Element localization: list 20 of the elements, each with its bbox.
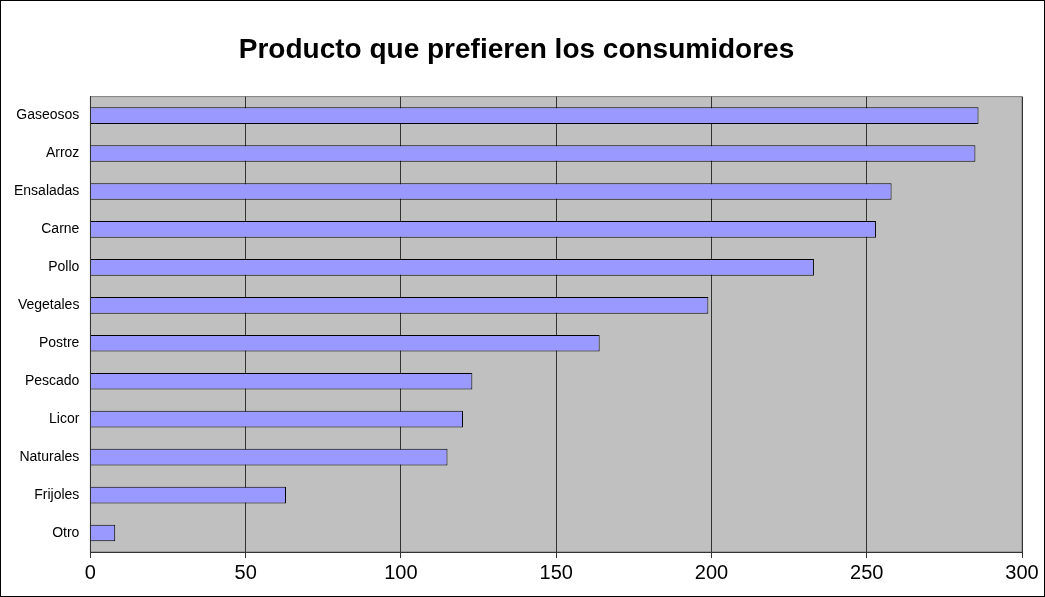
y-tick-label: Gaseosos — [16, 106, 80, 123]
x-tick-label: 150 — [539, 560, 573, 583]
y-tick-label: Otro — [52, 523, 80, 540]
y-tick-label: Naturales — [19, 447, 80, 464]
x-tick-label: 100 — [384, 560, 418, 583]
x-tick-label: 0 — [84, 560, 96, 583]
y-tick-label: Frijoles — [34, 485, 80, 502]
y-tick-label: Arroz — [45, 144, 80, 161]
y-tick-label: Carne — [41, 220, 80, 237]
x-tick-label: 50 — [234, 560, 257, 583]
y-tick-label: Pescado — [24, 372, 80, 389]
y-tick-label: Pollo — [48, 258, 80, 275]
x-tick-label: 200 — [694, 560, 729, 583]
y-tick-label: Licor — [49, 410, 80, 427]
x-tick-label: 250 — [850, 560, 884, 583]
x-tick-label: 300 — [1005, 560, 1039, 583]
chart-title: Producto que prefieren los consumidores — [238, 32, 795, 64]
y-tick-label: Ensaladas — [13, 182, 80, 199]
y-tick-label: Vegetales — [17, 296, 80, 313]
y-tick-label: Postre — [38, 334, 80, 351]
